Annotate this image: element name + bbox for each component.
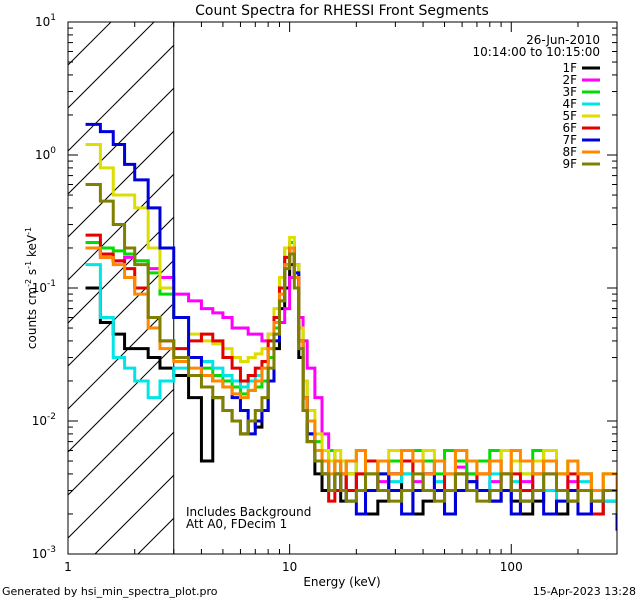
x-tick-label-1: 10 — [282, 560, 297, 574]
x-tick-label-0: 1 — [64, 560, 72, 574]
series-9f — [85, 183, 617, 514]
legend-label-6f: 6F — [562, 121, 577, 135]
y-label-part-3: -1 — [24, 261, 33, 269]
y-label-part-5: -1 — [24, 227, 33, 235]
y-tick-label-4: 101 — [35, 13, 56, 29]
y-label-part-1: -2 — [24, 279, 33, 287]
y-label-part-0: counts cm — [25, 287, 39, 349]
legend-label-1f: 1F — [562, 61, 577, 75]
series-layer — [85, 122, 617, 531]
y-label-part-4: keV — [25, 234, 39, 261]
y-axis-label: counts cm-2 s-1 keV-1 — [24, 227, 39, 349]
hatch-line — [68, 216, 174, 324]
footer-timestamp: 15-Apr-2023 13:28 — [533, 585, 636, 598]
legend-label-5f: 5F — [562, 109, 577, 123]
date-label: 26-Jun-2010 — [526, 33, 600, 47]
y-label-part-2: s — [25, 269, 39, 279]
y-tick-label-1: 10-2 — [32, 412, 56, 428]
axis-ticks — [67, 21, 618, 555]
series-8f — [85, 246, 617, 493]
series-5f — [85, 142, 617, 493]
y-tick-labels: 10-3 10-2 10-1 100 101 — [32, 13, 57, 561]
hatch-line — [68, 388, 174, 496]
annotation-background: Includes Background — [186, 505, 311, 519]
series-7f — [85, 122, 617, 531]
y-tick-label-0: 10-3 — [32, 545, 56, 561]
x-axis-label: Energy (keV) — [303, 575, 380, 589]
y-tick-label-2: 10-1 — [32, 279, 56, 295]
series-3f — [85, 240, 617, 493]
y-tick-label-3: 100 — [35, 146, 56, 162]
legend-label-8f: 8F — [562, 145, 577, 159]
chart-title: Count Spectra for RHESSI Front Segments — [195, 3, 489, 19]
legend-label-4f: 4F — [562, 97, 577, 111]
x-tick-labels: 1 10 100 — [64, 560, 523, 574]
annotation-attenuator: Att A0, FDecim 1 — [186, 517, 287, 531]
hatch-line — [68, 87, 174, 195]
hatch-line — [68, 44, 174, 152]
hatch-line — [68, 431, 174, 539]
legend-label-7f: 7F — [562, 133, 577, 147]
legend-label-3f: 3F — [562, 85, 577, 99]
time-range-label: 10:14:00 to 10:15:00 — [473, 45, 600, 59]
footer-generated-by: Generated by hsi_min_spectra_plot.pro — [2, 585, 218, 598]
legend-label-9f: 9F — [562, 157, 577, 171]
x-tick-label-2: 100 — [500, 560, 523, 574]
legend-label-2f: 2F — [562, 73, 577, 87]
